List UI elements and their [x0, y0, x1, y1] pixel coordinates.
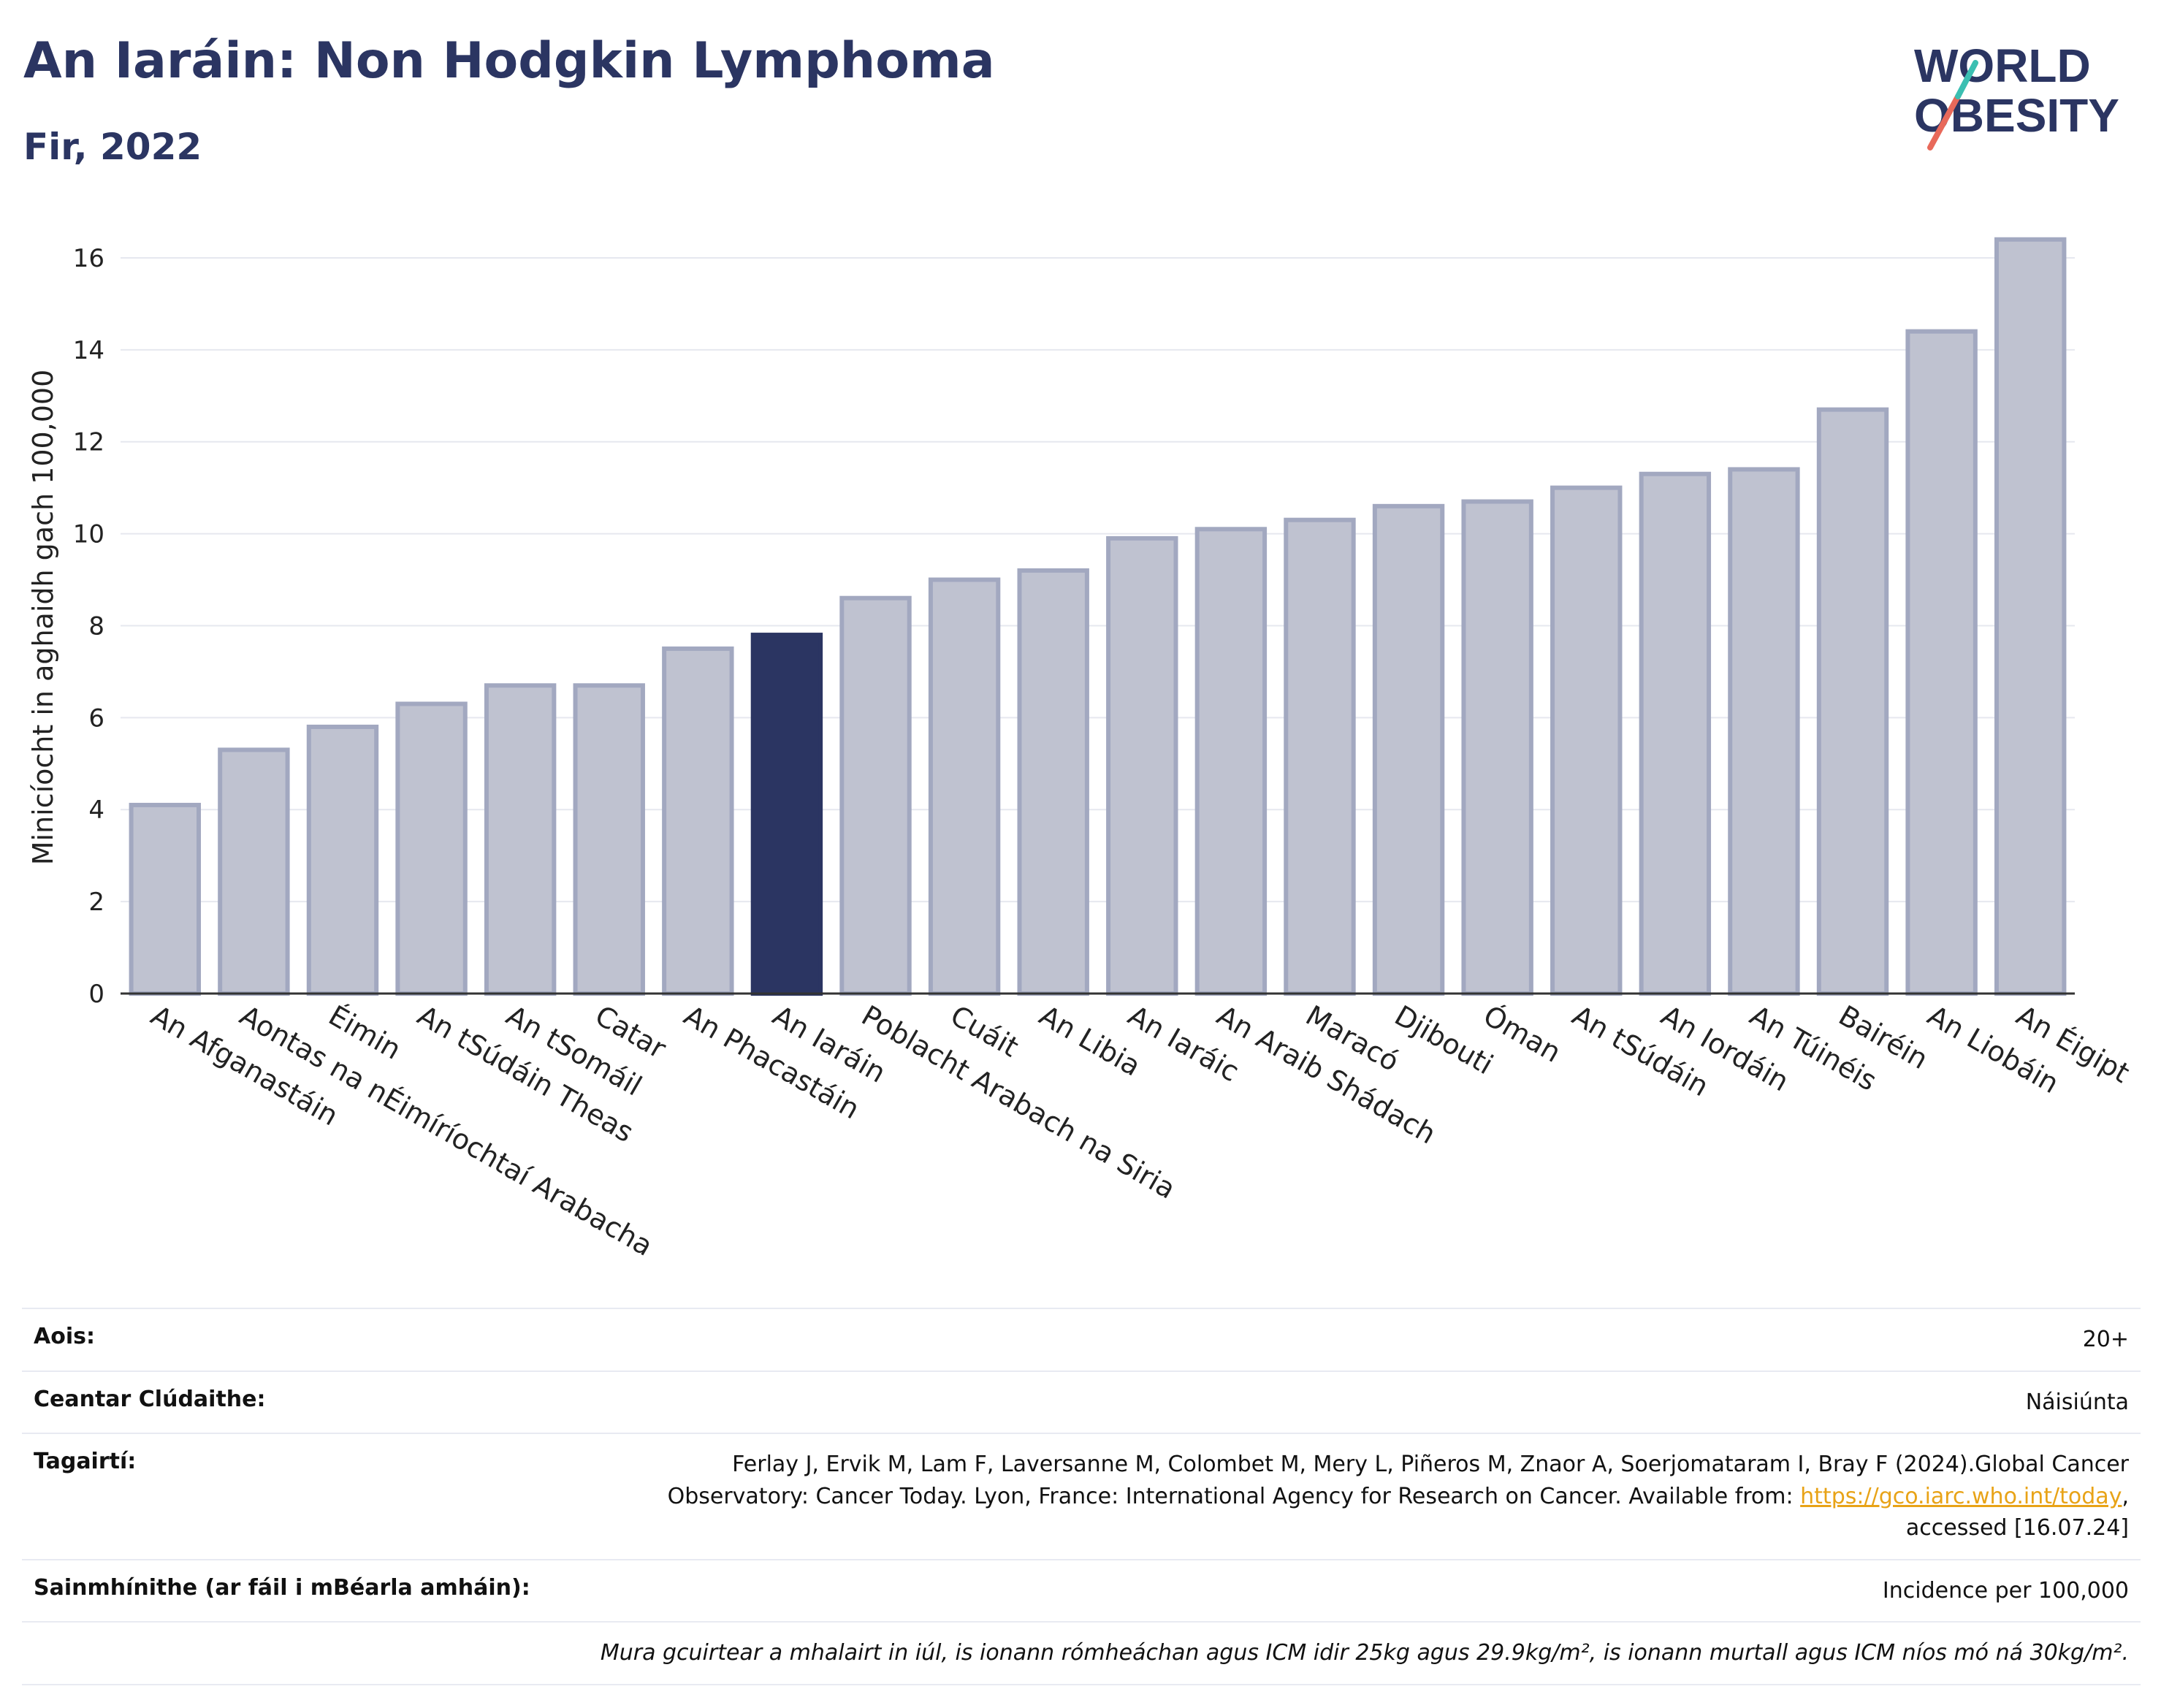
age-label: Aois: — [34, 1324, 95, 1349]
bar[interactable] — [1017, 568, 1089, 996]
y-tick-label: 2 — [88, 888, 104, 917]
y-tick-label: 0 — [88, 980, 104, 1009]
bar[interactable] — [573, 683, 645, 996]
definitions-label: Sainmhínithe (ar fáil i mBéarla amháin): — [34, 1574, 530, 1601]
y-axis-label: Minicíocht in aghaidh gach 100,000 — [27, 370, 59, 866]
axis-layer: 0 2 4 6 8 10 12 14 16 — [73, 244, 2075, 1009]
references-link[interactable]: https://gco.iarc.who.int/today — [1800, 1483, 2122, 1509]
bar[interactable] — [1106, 535, 1178, 996]
coverage-value: Náisiúnta — [2025, 1389, 2129, 1415]
x-tick-label: Djibouti — [1390, 999, 1499, 1081]
info-row-definitions: Sainmhínithe (ar fáil i mBéarla amháin):… — [22, 1560, 2141, 1623]
bar[interactable] — [1639, 471, 1712, 996]
info-row-age: Aois: 20+ — [22, 1308, 2141, 1372]
x-tick-label: An Libia — [1034, 999, 1146, 1083]
y-tick-label: 16 — [73, 244, 104, 273]
y-tick-label: 8 — [88, 611, 104, 641]
chart-subtitle: Fir, 2022 — [23, 126, 202, 168]
bar[interactable] — [750, 633, 823, 996]
info-row-references: Tagairtí: Ferlay J, Ervik M, Lam F, Lave… — [22, 1434, 2141, 1560]
logo-word-world: WORLD — [1914, 39, 2091, 92]
y-tick-label: 10 — [73, 520, 104, 549]
bar[interactable] — [484, 683, 557, 996]
bar-layer — [129, 237, 2067, 996]
bar[interactable] — [839, 595, 912, 996]
bar[interactable] — [928, 577, 1001, 996]
y-tick-label: 4 — [88, 796, 104, 825]
definitions-value: Incidence per 100,000 — [1882, 1577, 2129, 1604]
references-text-2: , accessed [16.07.24] — [1905, 1483, 2129, 1541]
chart-title: An Iaráin: Non Hodgkin Lymphoma — [23, 32, 995, 90]
bar[interactable] — [1461, 499, 1533, 996]
info-table: Aois: 20+ Ceantar Clúdaithe: Náisiúnta T… — [22, 1308, 2141, 1685]
bar[interactable] — [218, 747, 290, 996]
bar[interactable] — [1728, 467, 1800, 996]
logo-slash-teal — [1955, 60, 1978, 99]
logo-slash-red — [1927, 94, 1961, 150]
world-obesity-logo: WORLD OBESITY — [1914, 39, 2119, 150]
bar[interactable] — [662, 646, 734, 996]
coverage-label: Ceantar Clúdaithe: — [34, 1386, 266, 1412]
footnote: Mura gcuirtear a mhalairt in iúl, is ion… — [600, 1640, 2129, 1666]
bar[interactable] — [1194, 527, 1268, 996]
bar[interactable] — [1994, 237, 2067, 996]
bar[interactable] — [1905, 329, 1978, 996]
bar[interactable] — [306, 724, 379, 996]
references-value: Ferlay J, Ervik M, Lam F, Laversanne M, … — [595, 1449, 2129, 1544]
age-value: 20+ — [2082, 1327, 2129, 1352]
references-text-1: Ferlay J, Ervik M, Lam F, Laversanne M, … — [667, 1452, 2129, 1509]
bar[interactable] — [1372, 503, 1445, 996]
bar[interactable] — [395, 701, 468, 996]
bar[interactable] — [1816, 407, 1889, 996]
bar[interactable] — [129, 802, 201, 996]
y-tick-label: 12 — [73, 428, 104, 457]
references-label: Tagairtí: — [34, 1449, 137, 1474]
bar[interactable] — [1284, 517, 1356, 996]
y-tick-label: 14 — [73, 336, 104, 365]
info-row-note: Mura gcuirtear a mhalairt in iúl, is ion… — [22, 1623, 2141, 1685]
y-tick-label: 6 — [88, 704, 104, 733]
info-row-coverage: Ceantar Clúdaithe: Náisiúnta — [22, 1372, 2141, 1434]
bar[interactable] — [1550, 485, 1623, 996]
